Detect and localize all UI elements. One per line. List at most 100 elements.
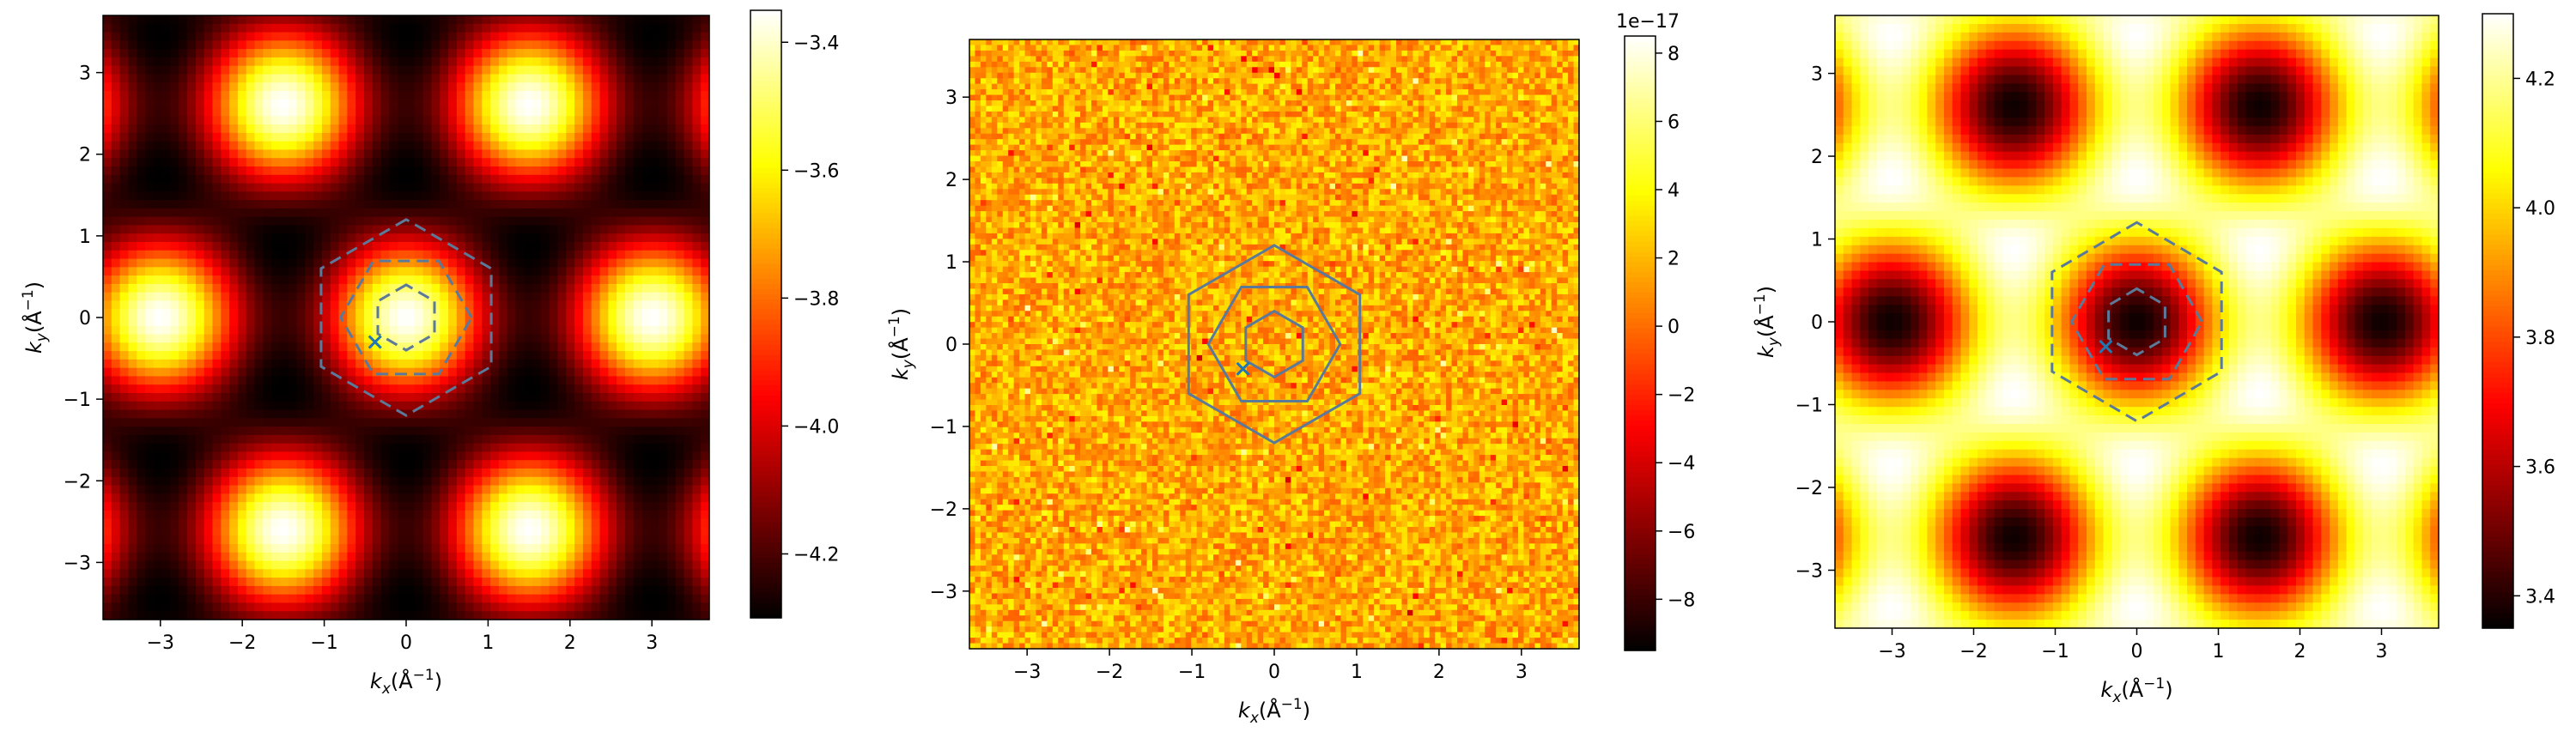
heatmap-cell xyxy=(237,99,247,109)
heatmap-cell xyxy=(246,460,256,469)
heatmap-cell xyxy=(330,527,340,536)
heatmap-cell xyxy=(330,141,340,151)
heatmap-cell xyxy=(456,23,466,33)
heatmap-cell xyxy=(195,57,205,67)
heatmap-cell xyxy=(498,325,508,336)
heatmap-cell xyxy=(482,15,491,25)
heatmap-cell xyxy=(692,502,702,511)
heatmap-cell xyxy=(465,200,475,209)
heatmap-cell xyxy=(701,518,710,529)
heatmap-cell xyxy=(641,166,651,176)
heatmap-cell xyxy=(532,233,542,243)
heatmap-cell xyxy=(431,502,440,511)
heatmap-cell xyxy=(422,318,433,327)
heatmap-cell xyxy=(566,502,575,511)
heatmap-cell xyxy=(574,283,584,293)
heatmap-cell xyxy=(128,309,137,318)
heatmap-cell xyxy=(549,183,559,192)
heatmap-cell xyxy=(422,493,433,503)
heatmap-cell xyxy=(170,359,179,369)
heatmap-cell xyxy=(103,560,112,570)
heatmap-cell xyxy=(566,485,575,494)
heatmap-cell xyxy=(271,141,281,151)
heatmap-cell xyxy=(170,409,179,419)
heatmap-cell xyxy=(313,183,323,192)
heatmap-cell xyxy=(212,451,222,461)
heatmap-cell xyxy=(582,267,592,276)
heatmap-cell xyxy=(305,107,314,117)
heatmap-cell xyxy=(624,426,635,436)
heatmap-cell xyxy=(271,351,281,360)
heatmap-cell xyxy=(103,242,112,251)
heatmap-cell xyxy=(187,267,197,276)
heatmap-cell xyxy=(338,401,348,411)
heatmap-cell xyxy=(465,267,475,276)
heatmap-cell xyxy=(414,15,424,25)
heatmap-cell xyxy=(170,493,179,503)
heatmap-cell xyxy=(641,318,651,327)
heatmap-cell xyxy=(659,40,668,50)
heatmap-cell xyxy=(195,191,205,201)
heatmap-cell xyxy=(355,124,365,134)
heatmap-cell xyxy=(440,367,449,378)
heatmap-cell xyxy=(321,485,331,494)
heatmap-cell xyxy=(145,544,155,553)
heatmap-cell xyxy=(465,569,475,578)
heatmap-cell xyxy=(532,191,542,201)
heatmap-cell xyxy=(414,418,424,427)
heatmap-cell xyxy=(701,82,710,92)
heatmap-cell xyxy=(313,124,323,134)
heatmap-cell xyxy=(549,585,559,596)
heatmap-cell xyxy=(624,367,635,378)
heatmap-cell xyxy=(473,569,483,578)
heatmap-cell xyxy=(119,342,130,352)
heatmap-cell xyxy=(515,351,525,360)
heatmap-cell xyxy=(659,585,668,596)
heatmap-cell xyxy=(675,460,685,469)
heatmap-cell xyxy=(313,351,323,360)
heatmap-cell xyxy=(179,49,188,58)
heatmap-cell xyxy=(633,342,643,352)
heatmap-cell xyxy=(524,518,533,529)
heatmap-cell xyxy=(111,585,121,596)
heatmap-cell xyxy=(204,309,214,318)
heatmap-cell xyxy=(524,242,533,251)
heatmap-cell xyxy=(161,250,172,260)
heatmap-cell xyxy=(170,149,179,159)
heatmap-cell xyxy=(288,250,298,260)
heatmap-cell xyxy=(633,267,643,276)
heatmap-cell xyxy=(617,292,626,302)
heatmap-cell xyxy=(650,325,659,336)
heatmap-cell xyxy=(119,158,130,167)
heatmap-cell xyxy=(524,99,533,109)
heatmap-cell xyxy=(456,191,466,201)
heatmap-cell xyxy=(321,149,331,159)
heatmap-cell xyxy=(549,141,559,151)
heatmap-cell xyxy=(305,309,314,318)
heatmap-cell xyxy=(347,166,356,176)
heatmap-cell xyxy=(659,309,668,318)
heatmap-cell xyxy=(608,502,617,511)
heatmap-cell xyxy=(170,225,179,234)
heatmap-cell xyxy=(465,283,475,293)
heatmap-cell xyxy=(431,443,440,453)
heatmap-cell xyxy=(624,359,635,369)
heatmap-cell xyxy=(221,65,230,76)
heatmap-cell xyxy=(440,544,449,553)
heatmap-cell xyxy=(313,57,323,67)
heatmap-cell xyxy=(406,552,416,562)
heatmap-cell xyxy=(557,74,567,83)
heatmap-cell xyxy=(683,191,693,201)
heatmap-cell xyxy=(456,149,466,159)
heatmap-cell xyxy=(321,300,331,310)
heatmap-cell xyxy=(347,359,356,369)
heatmap-cell xyxy=(617,318,626,327)
heatmap-cell xyxy=(271,250,281,260)
heatmap-cell xyxy=(229,183,239,192)
heatmap-cell xyxy=(212,216,222,227)
heatmap-cell xyxy=(641,49,651,58)
heatmap-cell xyxy=(372,15,382,25)
heatmap-cell xyxy=(271,82,281,92)
heatmap-cell xyxy=(380,208,390,218)
heatmap-cell xyxy=(498,149,508,159)
